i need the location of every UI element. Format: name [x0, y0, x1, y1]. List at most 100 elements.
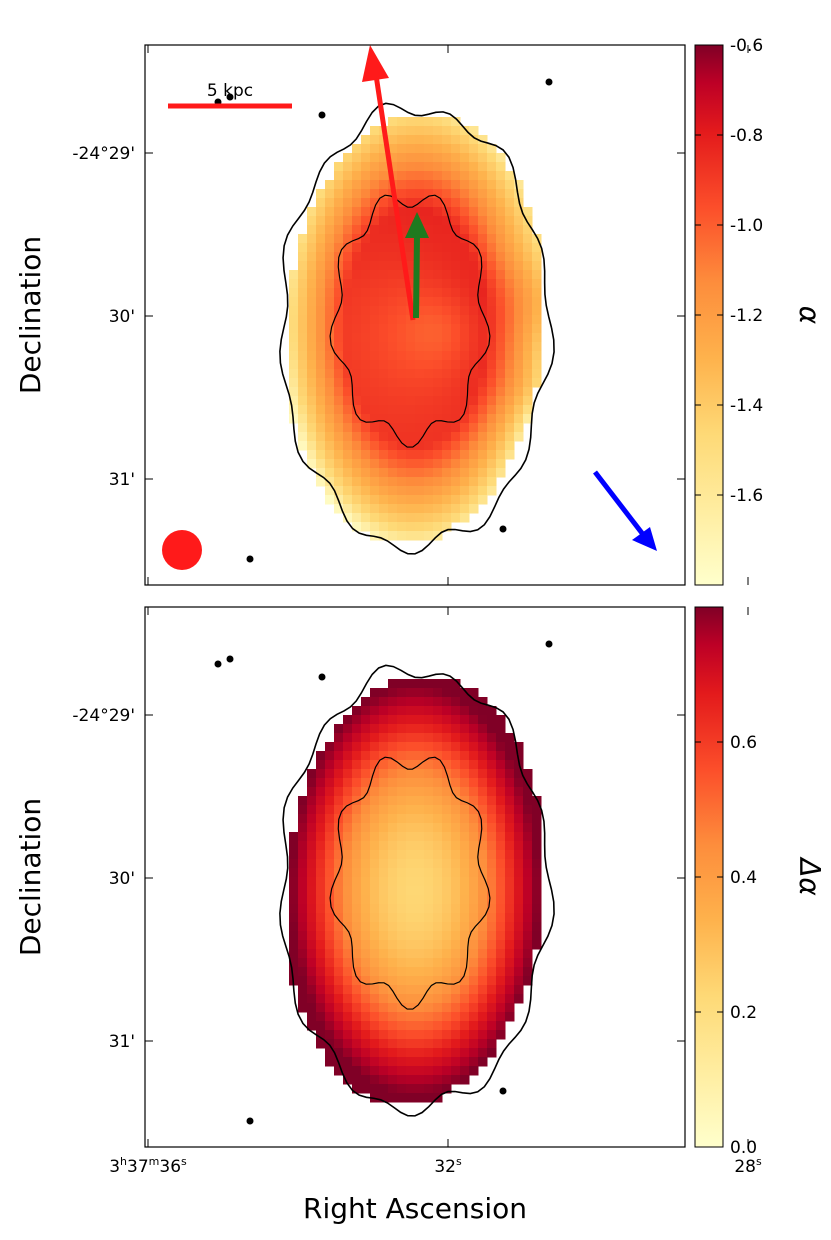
- map-pixel: [379, 207, 389, 217]
- map-pixel: [478, 189, 488, 199]
- map-pixel: [406, 1093, 416, 1103]
- map-pixel: [388, 832, 398, 842]
- map-pixel: [451, 504, 461, 514]
- map-pixel: [388, 715, 398, 725]
- map-pixel: [316, 324, 326, 334]
- map-pixel: [496, 450, 506, 460]
- map-pixel: [352, 198, 362, 208]
- map-pixel: [361, 315, 371, 325]
- map-pixel: [505, 252, 515, 262]
- map-pixel: [415, 1075, 425, 1085]
- map-pixel: [415, 958, 425, 968]
- map-pixel: [478, 297, 488, 307]
- map-pixel: [487, 216, 497, 226]
- map-pixel: [496, 324, 506, 334]
- map-pixel: [451, 252, 461, 262]
- map-pixel: [442, 315, 452, 325]
- ra-tick-label: 3h37m36s: [109, 1155, 187, 1177]
- map-pixel: [370, 886, 380, 896]
- map-pixel: [523, 351, 533, 361]
- map-pixel: [352, 360, 362, 370]
- map-pixel: [478, 180, 488, 190]
- map-pixel: [388, 144, 398, 154]
- map-pixel: [406, 922, 416, 932]
- map-pixel: [406, 688, 416, 698]
- map-pixel: [307, 976, 317, 986]
- map-pixel: [460, 360, 470, 370]
- map-pixel: [325, 261, 335, 271]
- map-pixel: [352, 1021, 362, 1031]
- map-pixel: [307, 405, 317, 415]
- map-pixel: [469, 315, 479, 325]
- dec-tick-label: 31': [109, 1032, 135, 1052]
- map-pixel: [325, 940, 335, 950]
- map-pixel: [514, 189, 524, 199]
- map-pixel: [514, 387, 524, 397]
- map-pixel: [460, 994, 470, 1004]
- map-pixel: [388, 441, 398, 451]
- map-pixel: [316, 387, 326, 397]
- map-pixel: [415, 922, 425, 932]
- map-pixel: [451, 931, 461, 941]
- map-pixel: [460, 234, 470, 244]
- map-pixel: [514, 378, 524, 388]
- map-pixel: [316, 477, 326, 487]
- map-pixel: [361, 976, 371, 986]
- map-pixel: [307, 859, 317, 869]
- map-pixel: [469, 1021, 479, 1031]
- map-pixel: [415, 531, 425, 541]
- map-pixel: [487, 171, 497, 181]
- map-pixel: [298, 1003, 308, 1013]
- contour-outer: [279, 102, 555, 555]
- ra-tick-label: 28s: [734, 1155, 762, 1177]
- map-pixel: [424, 225, 434, 235]
- map-pixel: [307, 450, 317, 460]
- map-pixel: [469, 270, 479, 280]
- map-pixel: [415, 432, 425, 442]
- map-pixel: [370, 1048, 380, 1058]
- map-pixel: [397, 904, 407, 914]
- colorbar-tick-label: 0.2: [730, 1003, 757, 1023]
- map-pixel: [424, 522, 434, 532]
- map-pixel: [307, 967, 317, 977]
- map-pixel: [433, 697, 443, 707]
- map-pixel: [433, 760, 443, 770]
- map-pixel: [415, 805, 425, 815]
- map-pixel: [316, 432, 326, 442]
- map-pixel: [325, 288, 335, 298]
- map-pixel: [424, 351, 434, 361]
- map-pixel: [469, 423, 479, 433]
- map-pixel: [325, 1021, 335, 1031]
- map-pixel: [334, 360, 344, 370]
- map-pixel: [460, 387, 470, 397]
- map-pixel: [442, 306, 452, 316]
- map-pixel: [325, 468, 335, 478]
- bottom-plot-frame: [144, 606, 686, 1148]
- map-pixel: [433, 868, 443, 878]
- bottom-colorbar-ticks: 0.60.40.20.0: [695, 733, 757, 1158]
- map-pixel: [460, 207, 470, 217]
- map-pixel: [514, 859, 524, 869]
- map-pixel: [316, 297, 326, 307]
- map-pixel: [523, 225, 533, 235]
- map-pixel: [523, 832, 533, 842]
- map-pixel: [478, 769, 488, 779]
- map-pixel: [532, 234, 542, 244]
- map-pixel: [334, 994, 344, 1004]
- map-pixel: [370, 994, 380, 1004]
- map-pixel: [298, 288, 308, 298]
- map-pixel: [379, 459, 389, 469]
- map-pixel: [469, 859, 479, 869]
- map-pixel: [433, 153, 443, 163]
- map-pixel: [451, 117, 461, 127]
- map-pixel: [460, 760, 470, 770]
- map-pixel: [433, 796, 443, 806]
- map-pixel: [415, 180, 425, 190]
- map-pixel: [514, 895, 524, 905]
- map-pixel: [514, 769, 524, 779]
- map-pixel: [460, 805, 470, 815]
- map-pixel: [397, 958, 407, 968]
- map-pixel: [487, 913, 497, 923]
- map-pixel: [388, 396, 398, 406]
- map-pixel: [451, 976, 461, 986]
